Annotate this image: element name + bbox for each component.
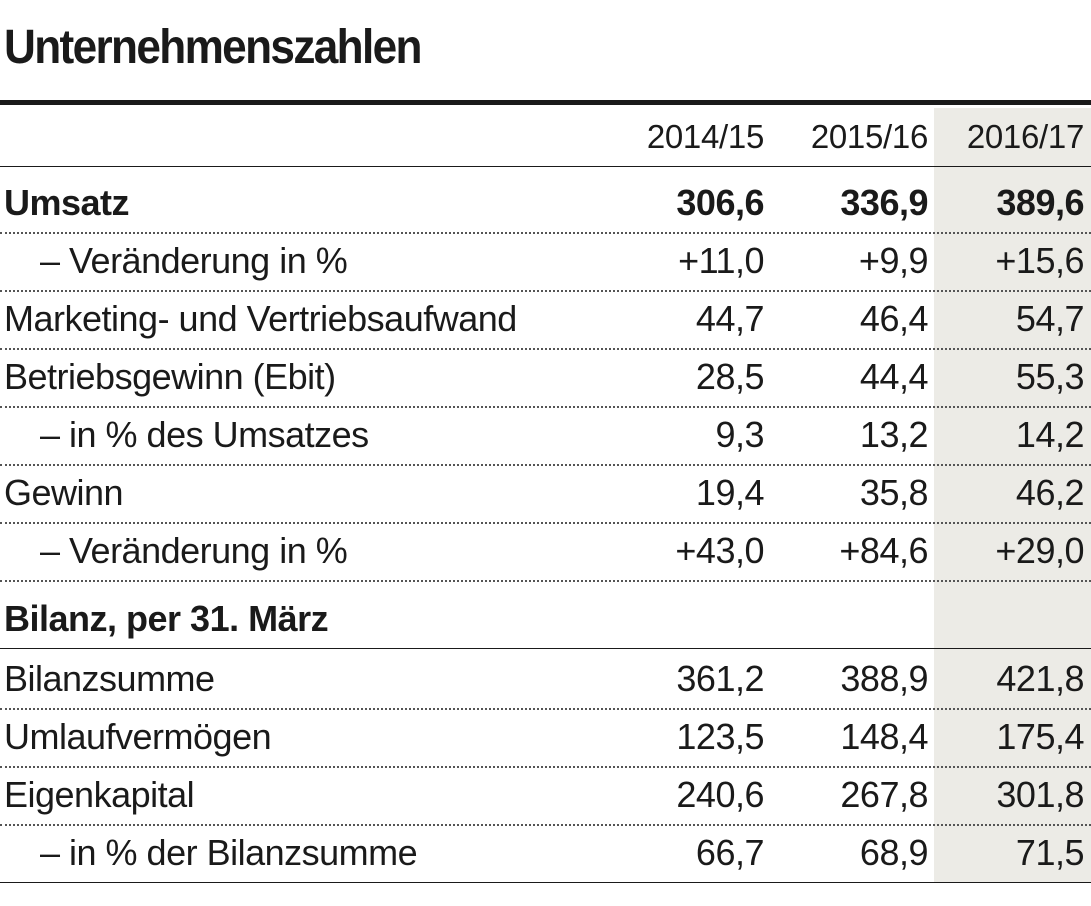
- row-value: 68,9: [859, 832, 929, 873]
- row-value: 46,4: [859, 298, 929, 339]
- row-value: +15,6: [995, 240, 1084, 281]
- table-row: Bilanzsumme 361,2 388,9 421,8: [0, 650, 1091, 710]
- row-value: 421,8: [996, 658, 1084, 699]
- section-heading: Bilanz, per 31. März: [4, 598, 329, 639]
- table-row: Eigenkapital 240,6 267,8 301,8: [0, 766, 1091, 826]
- table-header-row: 2014/15 2015/16 2016/17: [0, 108, 1091, 167]
- title-rule: [0, 100, 1091, 105]
- row-value: +11,0: [678, 240, 764, 281]
- row-value: +84,6: [839, 530, 928, 571]
- table-row: Gewinn 19,4 35,8 46,2: [0, 464, 1091, 524]
- table-row: – in % der Bilanzsumme 66,7 68,9 71,5: [0, 824, 1091, 883]
- row-value: 301,8: [996, 774, 1084, 815]
- row-value: 44,7: [695, 298, 765, 339]
- row-label: – in % des Umsatzes: [40, 414, 369, 455]
- row-value: 71,5: [1015, 832, 1085, 873]
- row-label: – in % der Bilanzsumme: [40, 832, 418, 873]
- table-row: Marketing- und Vertriebsaufwand 44,7 46,…: [0, 290, 1091, 350]
- table-row: Umlaufvermögen 123,5 148,4 175,4: [0, 708, 1091, 768]
- row-value: 148,4: [840, 716, 928, 757]
- row-value: 389,6: [996, 182, 1084, 223]
- row-value: 123,5: [676, 716, 764, 757]
- row-label: – Veränderung in %: [40, 240, 348, 281]
- row-label: Gewinn: [4, 472, 124, 513]
- column-header-2015-16: 2015/16: [810, 118, 928, 155]
- row-label: Umsatz: [4, 182, 130, 223]
- row-label: Bilanzsumme: [4, 658, 215, 699]
- row-value: 388,9: [840, 658, 928, 699]
- section-heading-row: Bilanz, per 31. März: [0, 590, 1091, 649]
- column-header-2014-15: 2014/15: [646, 118, 764, 155]
- row-value: 361,2: [676, 658, 764, 699]
- table-row: – in % des Umsatzes 9,3 13,2 14,2: [0, 406, 1091, 466]
- table-row: – Veränderung in % +43,0 +84,6 +29,0: [0, 522, 1091, 582]
- row-label: Marketing- und Vertriebsaufwand: [4, 298, 517, 339]
- row-label: Eigenkapital: [4, 774, 195, 815]
- row-value: 336,9: [840, 182, 928, 223]
- row-label: Betriebsgewinn (Ebit): [4, 356, 336, 397]
- row-value: 13,2: [859, 414, 929, 455]
- highlighted-year-column: [934, 108, 1091, 882]
- row-value: 9,3: [715, 414, 764, 455]
- row-label: Umlaufvermögen: [4, 716, 272, 757]
- row-value: 306,6: [676, 182, 764, 223]
- row-value: +9,9: [858, 240, 929, 281]
- row-value: 28,5: [695, 356, 765, 397]
- page-title: Unternehmenszahlen: [4, 21, 422, 74]
- row-value: 66,7: [695, 832, 765, 873]
- row-value: 55,3: [1015, 356, 1085, 397]
- row-value: 54,7: [1015, 298, 1085, 339]
- row-value: 267,8: [840, 774, 928, 815]
- row-value: 175,4: [996, 716, 1084, 757]
- row-value: +43,0: [675, 530, 764, 571]
- row-value: 14,2: [1015, 414, 1085, 455]
- row-value: 46,2: [1015, 472, 1085, 513]
- table-row: Umsatz 306,6 336,9 389,6: [0, 174, 1091, 234]
- table-row: Betriebsgewinn (Ebit) 28,5 44,4 55,3: [0, 348, 1091, 408]
- row-value: 44,4: [859, 356, 929, 397]
- row-value: 240,6: [676, 774, 764, 815]
- row-value: 35,8: [859, 472, 929, 513]
- row-label: – Veränderung in %: [40, 530, 348, 571]
- table-row: – Veränderung in % +11,0 +9,9 +15,6: [0, 232, 1091, 292]
- row-value: 19,4: [695, 472, 765, 513]
- column-header-2016-17: 2016/17: [966, 118, 1084, 155]
- row-value: +29,0: [995, 530, 1084, 571]
